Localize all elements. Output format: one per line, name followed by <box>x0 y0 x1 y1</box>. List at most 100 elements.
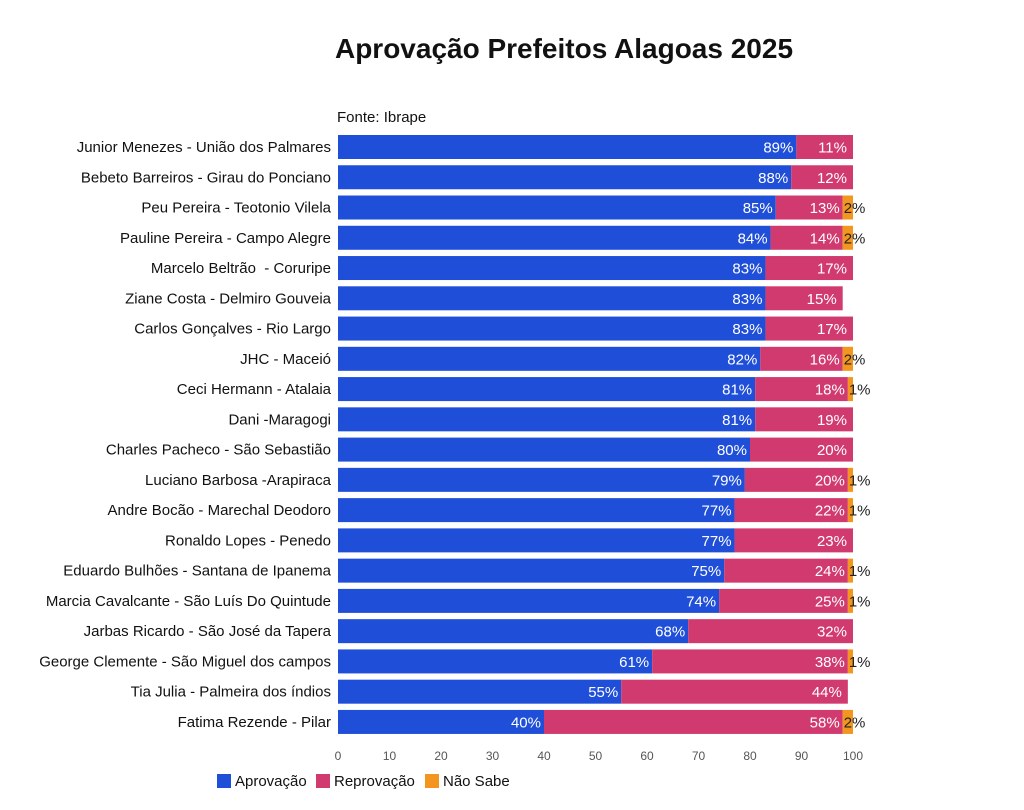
value-label-aprovacao: 80% <box>717 442 747 459</box>
value-label-aprovacao: 81% <box>722 382 752 399</box>
row-label: Marcia Cavalcante - São Luís Do Quintude <box>46 593 331 610</box>
bar-reprovacao <box>734 528 853 553</box>
bar-aprovacao <box>338 619 689 644</box>
bar-reprovacao <box>791 165 853 190</box>
value-label-aprovacao: 85% <box>743 200 773 217</box>
value-label-aprovacao: 82% <box>727 351 757 368</box>
value-label-reprovacao: 14% <box>810 230 840 247</box>
legend-label: Reprovação <box>334 773 415 790</box>
x-tick-label: 100 <box>843 749 863 763</box>
row-label: Andre Bocão - Marechal Deodoro <box>108 502 331 519</box>
x-tick-label: 10 <box>383 749 397 763</box>
bar-aprovacao <box>338 316 766 341</box>
value-label-aprovacao: 79% <box>712 472 742 489</box>
value-label-nao-sabe: 2% <box>844 200 866 217</box>
value-label-reprovacao: 12% <box>817 170 847 187</box>
bar-aprovacao <box>338 528 735 553</box>
x-tick-label: 80 <box>743 749 757 763</box>
bar-nao-sabe <box>847 588 853 613</box>
bar-rows: Junior Menezes - União dos Palmares 89% 11… <box>39 135 871 734</box>
bar-reprovacao <box>688 619 853 644</box>
bar-reprovacao <box>750 437 853 462</box>
bar-row: Ceci Hermann - Atalaia 81% 18% 1% <box>177 377 871 402</box>
source-note: Fonte: Ibrape <box>337 109 426 126</box>
value-label-reprovacao: 15% <box>807 291 837 308</box>
value-label-reprovacao: 13% <box>810 200 840 217</box>
legend-swatch <box>316 774 330 788</box>
bar-nao-sabe <box>842 225 853 250</box>
bar-row: Marcelo Beltrão - Coruripe 83% 17% <box>151 256 853 281</box>
row-label: Peu Pereira - Teotonio Vilela <box>141 200 331 217</box>
bar-aprovacao <box>338 558 725 583</box>
row-label: Tia Julia - Palmeira dos índios <box>131 684 331 701</box>
value-label-aprovacao: 77% <box>702 533 732 550</box>
value-label-aprovacao: 89% <box>763 140 793 157</box>
bar-aprovacao <box>338 377 756 402</box>
x-axis: 0 10 20 30 40 50 60 70 80 90 100 <box>335 749 864 763</box>
bar-aprovacao <box>338 588 720 613</box>
bar-reprovacao <box>765 256 853 281</box>
bar-row: Luciano Barbosa -Arapiraca 79% 20% 1% <box>145 467 871 492</box>
bar-row: Jarbas Ricardo - São José da Tapera 68% 32… <box>84 619 853 644</box>
x-tick-label: 70 <box>692 749 706 763</box>
value-label-aprovacao: 83% <box>732 261 762 278</box>
x-tick-label: 30 <box>486 749 500 763</box>
bar-reprovacao <box>775 195 843 220</box>
legend-swatch <box>217 774 231 788</box>
bar-row: Fatima Rezende - Pilar 40% 58% 2% <box>178 709 865 734</box>
bar-row: JHC - Maceió 82% 16% 2% <box>240 346 865 371</box>
value-label-reprovacao: 18% <box>815 382 845 399</box>
legend: Aprovação Reprovação Não Sabe <box>217 773 510 790</box>
row-label: Carlos Gonçalves - Rio Largo <box>134 321 331 338</box>
row-label: Ronaldo Lopes - Penedo <box>165 532 331 549</box>
value-label-nao-sabe: 1% <box>849 563 871 580</box>
value-label-aprovacao: 83% <box>732 291 762 308</box>
chart-title: Aprovação Prefeitos Alagoas 2025 <box>335 33 793 64</box>
value-label-reprovacao: 32% <box>817 624 847 641</box>
value-label-aprovacao: 55% <box>588 684 618 701</box>
bar-row: George Clemente - São Miguel dos campos 6… <box>39 649 871 674</box>
bar-aprovacao <box>338 286 766 311</box>
bar-aprovacao <box>338 467 745 492</box>
bar-reprovacao <box>755 377 848 402</box>
row-label: Marcelo Beltrão - Coruripe <box>151 260 331 277</box>
bar-row: Marcia Cavalcante - São Luís Do Quintude… <box>46 588 871 613</box>
value-label-reprovacao: 58% <box>810 714 840 731</box>
value-label-aprovacao: 84% <box>738 230 768 247</box>
bar-nao-sabe <box>842 709 853 734</box>
value-label-reprovacao: 11% <box>818 140 847 157</box>
bar-reprovacao <box>621 679 848 704</box>
bar-nao-sabe <box>847 377 853 402</box>
bar-aprovacao <box>338 225 771 250</box>
bar-nao-sabe <box>847 558 853 583</box>
bar-reprovacao <box>734 498 848 523</box>
value-label-reprovacao: 24% <box>815 563 845 580</box>
row-label: Jarbas Ricardo - São José da Tapera <box>84 623 332 640</box>
bar-reprovacao <box>765 316 853 341</box>
legend-item-reprovacao: Reprovação <box>316 773 415 790</box>
bar-row: Carlos Gonçalves - Rio Largo 83% 17% <box>134 316 853 341</box>
bar-reprovacao <box>724 558 848 583</box>
value-label-aprovacao: 74% <box>686 593 716 610</box>
x-tick-label: 90 <box>795 749 809 763</box>
value-label-nao-sabe: 2% <box>844 230 866 247</box>
value-label-reprovacao: 38% <box>815 654 845 671</box>
row-label: Bebeto Barreiros - Girau do Ponciano <box>81 169 331 186</box>
value-label-aprovacao: 81% <box>722 412 752 429</box>
value-label-nao-sabe: 1% <box>849 593 871 610</box>
x-tick-label: 60 <box>640 749 654 763</box>
bar-reprovacao <box>652 649 848 674</box>
value-label-nao-sabe: 1% <box>849 503 871 520</box>
value-label-reprovacao: 22% <box>815 503 845 520</box>
bar-row: Junior Menezes - União dos Palmares 89% 11… <box>77 135 853 159</box>
bar-reprovacao <box>719 588 848 613</box>
row-label: Pauline Pereira - Campo Alegre <box>120 230 331 247</box>
bar-row: Charles Pacheco - São Sebastião 80% 20% <box>106 437 853 462</box>
row-label: Eduardo Bulhões - Santana de Ipanema <box>63 563 331 580</box>
value-label-reprovacao: 44% <box>812 684 842 701</box>
value-label-reprovacao: 16% <box>810 351 840 368</box>
bar-row: Eduardo Bulhões - Santana de Ipanema 75% 2… <box>63 558 871 583</box>
row-label: George Clemente - São Miguel dos campos <box>39 653 331 670</box>
bar-row: Dani -Maragogi 81% 19% <box>228 407 853 432</box>
